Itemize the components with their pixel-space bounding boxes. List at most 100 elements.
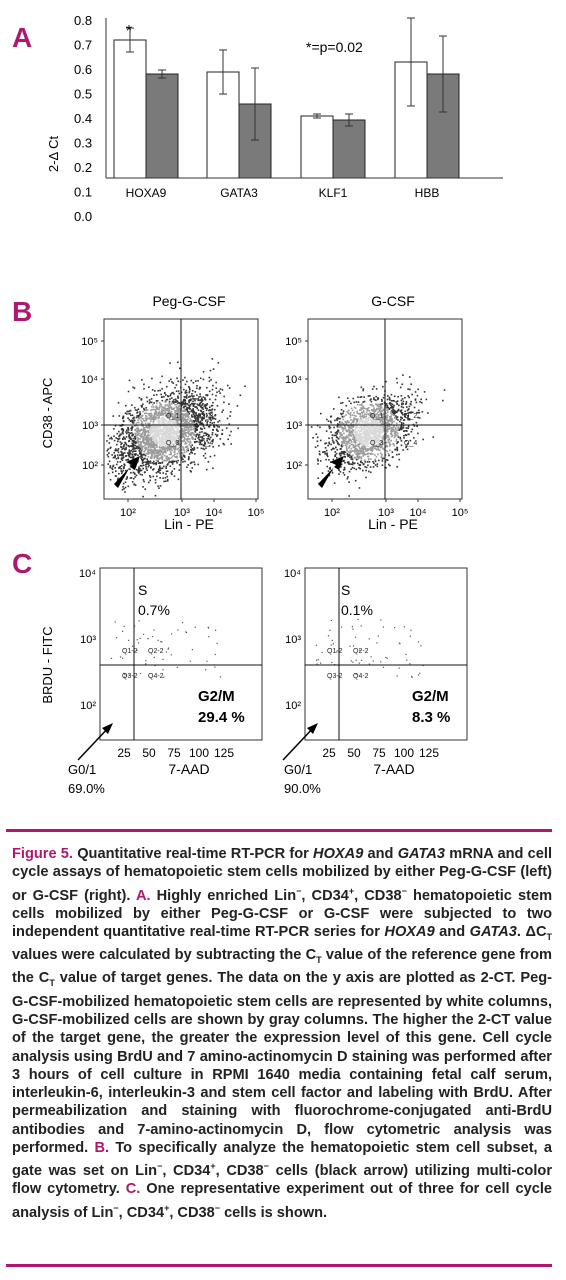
event-dot bbox=[176, 430, 179, 433]
event-dot bbox=[193, 425, 196, 427]
event-dot bbox=[128, 410, 131, 412]
caption-sup: − bbox=[296, 885, 302, 896]
event-dot bbox=[345, 443, 347, 445]
event-dot bbox=[187, 449, 190, 452]
event-dot bbox=[197, 409, 200, 411]
event-dot bbox=[205, 412, 208, 415]
event-dot bbox=[210, 378, 212, 381]
event-dot bbox=[175, 406, 178, 408]
event-dot bbox=[121, 657, 124, 659]
event-dot bbox=[354, 457, 357, 459]
event-dot bbox=[207, 461, 210, 463]
event-dot bbox=[414, 391, 417, 393]
event-dot bbox=[342, 427, 345, 429]
event-dot bbox=[421, 411, 424, 413]
event-dot bbox=[381, 438, 384, 440]
event-dot bbox=[183, 427, 186, 429]
event-dot bbox=[316, 458, 319, 461]
event-dot bbox=[118, 430, 120, 433]
event-dot bbox=[185, 438, 188, 441]
event-dot bbox=[142, 464, 145, 467]
event-dot bbox=[129, 464, 132, 467]
event-dot bbox=[402, 427, 405, 429]
event-dot bbox=[340, 466, 342, 468]
event-dot bbox=[184, 460, 186, 463]
event-dot bbox=[165, 465, 168, 468]
event-dot bbox=[166, 480, 169, 482]
caption-text: Quantitative real-time RT-PCR for bbox=[72, 846, 314, 862]
event-dot bbox=[162, 414, 165, 416]
event-dot bbox=[170, 445, 172, 447]
event-dot bbox=[366, 409, 369, 412]
event-dot bbox=[153, 447, 156, 450]
event-dot bbox=[181, 417, 184, 419]
event-dot bbox=[386, 445, 388, 447]
event-dot bbox=[417, 409, 420, 412]
event-dot bbox=[118, 435, 120, 438]
event-dot bbox=[124, 464, 126, 467]
event-dot bbox=[357, 618, 359, 621]
event-dot bbox=[160, 445, 163, 447]
event-dot bbox=[158, 411, 161, 413]
event-dot bbox=[340, 413, 343, 416]
event-dot bbox=[144, 422, 147, 425]
event-dot bbox=[372, 417, 375, 420]
event-dot bbox=[167, 412, 169, 415]
event-dot bbox=[372, 415, 374, 418]
event-dot bbox=[152, 421, 155, 423]
event-dot bbox=[388, 438, 391, 440]
event-dot bbox=[371, 450, 373, 452]
arrow-head-icon bbox=[102, 723, 113, 734]
event-dot bbox=[361, 437, 364, 439]
event-dot bbox=[361, 433, 364, 435]
event-dot bbox=[383, 417, 385, 420]
event-dot bbox=[188, 386, 191, 389]
event-dot bbox=[354, 441, 357, 443]
event-dot bbox=[353, 417, 355, 419]
event-dot bbox=[177, 629, 179, 631]
event-dot bbox=[341, 421, 343, 424]
event-dot bbox=[362, 469, 364, 472]
event-dot bbox=[441, 399, 444, 402]
event-dot bbox=[197, 421, 200, 423]
event-dot bbox=[168, 436, 171, 439]
event-dot bbox=[368, 410, 371, 412]
event-dot bbox=[360, 459, 363, 462]
event-dot bbox=[178, 410, 181, 413]
event-dot bbox=[380, 661, 382, 663]
event-dot bbox=[175, 438, 178, 441]
event-dot bbox=[145, 465, 147, 468]
event-dot bbox=[127, 428, 130, 431]
event-dot bbox=[162, 446, 165, 448]
event-dot bbox=[117, 451, 120, 454]
event-dot bbox=[339, 436, 341, 438]
event-dot bbox=[144, 417, 147, 420]
event-dot bbox=[125, 436, 128, 438]
event-dot bbox=[362, 455, 364, 457]
event-dot bbox=[425, 398, 428, 401]
event-dot bbox=[340, 626, 343, 628]
event-dot bbox=[192, 381, 195, 384]
caption-text: One representative experiment out of thr… bbox=[12, 1181, 553, 1221]
event-dot bbox=[155, 405, 158, 408]
event-dot bbox=[367, 407, 369, 410]
event-dot bbox=[153, 439, 156, 442]
event-dot bbox=[134, 453, 137, 455]
event-dot bbox=[368, 429, 371, 432]
event-dot bbox=[208, 412, 211, 415]
event-dot bbox=[389, 402, 391, 404]
event-dot bbox=[373, 385, 375, 388]
event-dot bbox=[351, 431, 354, 434]
event-dot bbox=[344, 425, 347, 427]
event-dot bbox=[363, 463, 365, 465]
event-dot bbox=[201, 406, 204, 409]
event-dot bbox=[123, 448, 126, 450]
event-dot bbox=[179, 455, 181, 458]
event-dot bbox=[372, 435, 375, 438]
event-dot bbox=[125, 455, 127, 457]
event-dot bbox=[410, 400, 412, 403]
event-dot bbox=[390, 423, 393, 426]
event-dot bbox=[139, 464, 142, 467]
event-dot bbox=[377, 430, 380, 432]
event-dot bbox=[369, 416, 371, 419]
